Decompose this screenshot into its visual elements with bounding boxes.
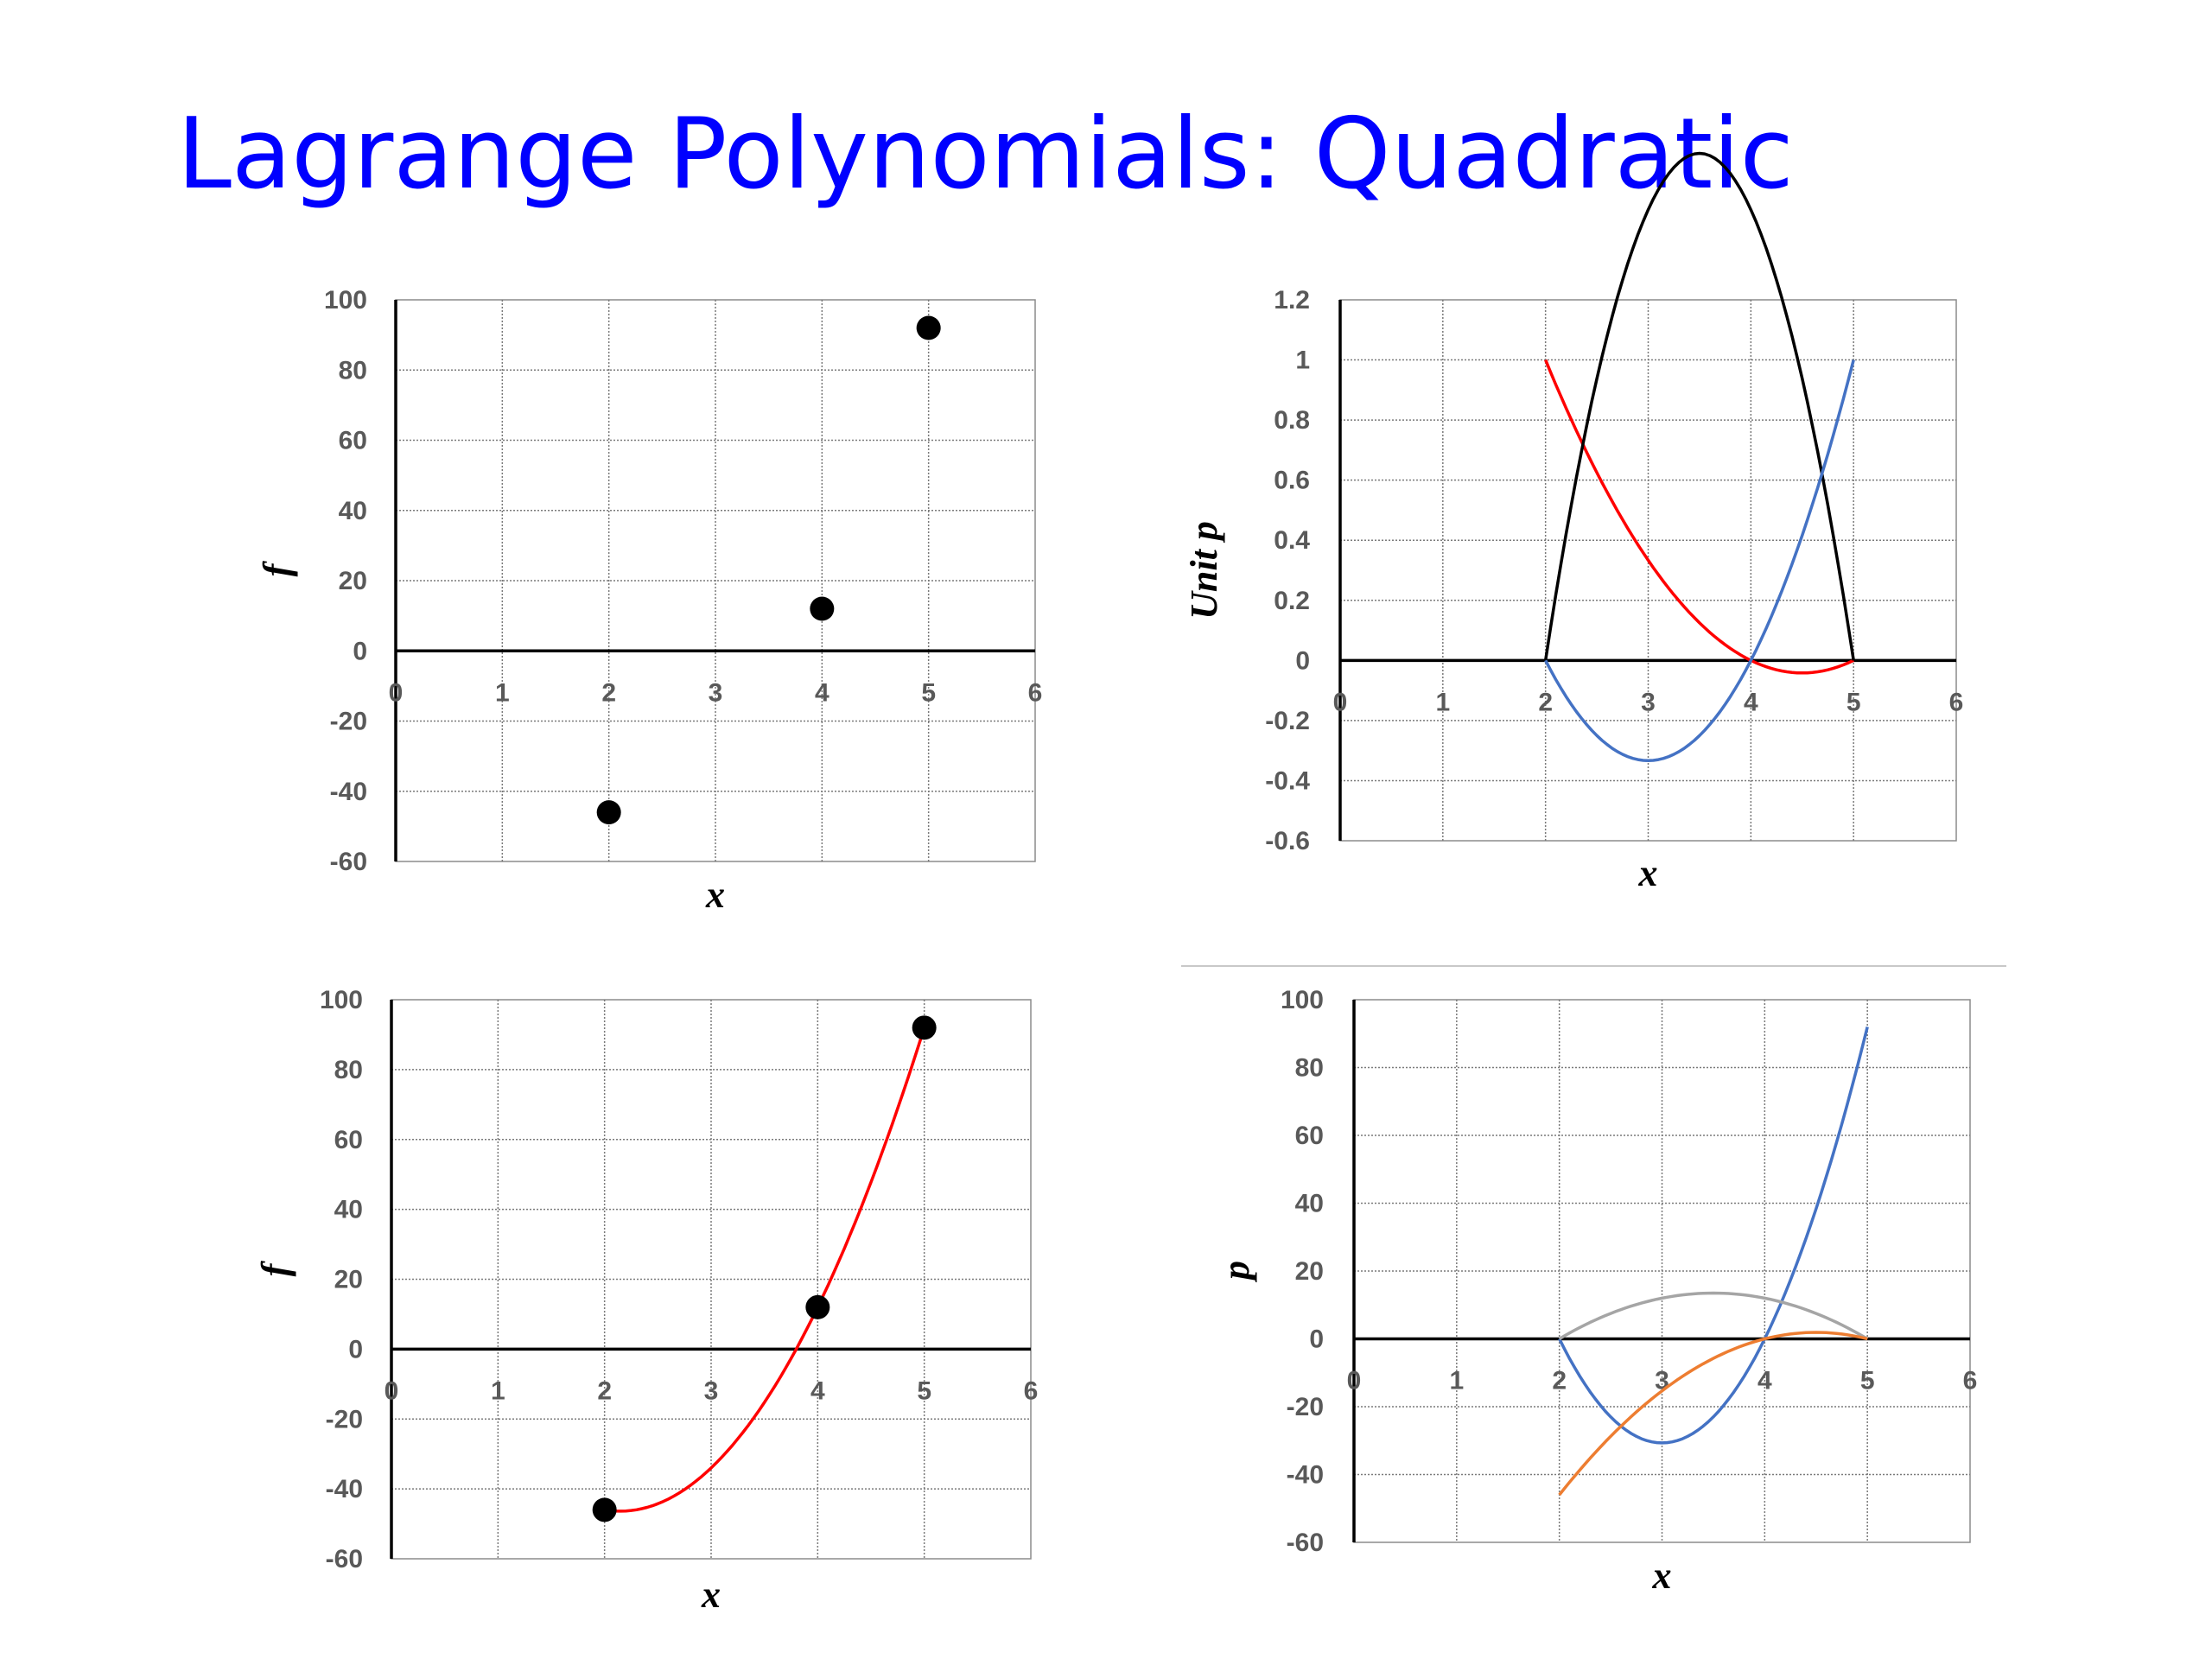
y-tick-label: 80 xyxy=(339,356,367,385)
y-tick-label: 60 xyxy=(339,427,367,455)
y-tick-label: 40 xyxy=(1295,1190,1324,1218)
y-tick-label: 80 xyxy=(1295,1054,1324,1083)
y-tick-label: 0.4 xyxy=(1274,526,1310,555)
x-tick-label: 2 xyxy=(1538,688,1553,716)
y-tick-label: -40 xyxy=(326,1475,363,1503)
x-axis-title: x xyxy=(701,1573,721,1616)
series-line xyxy=(1558,1331,1868,1497)
x-axis-title: x xyxy=(705,874,725,916)
x-tick-label: 1 xyxy=(1449,1367,1464,1395)
x-tick-label: 1 xyxy=(491,1376,505,1405)
x-tick-label: 6 xyxy=(1949,688,1964,716)
x-axis-title: x xyxy=(1652,1554,1672,1597)
x-tick-label: 5 xyxy=(917,1376,931,1405)
y-tick-label: 20 xyxy=(339,567,367,595)
y-tick-label: -20 xyxy=(326,1405,363,1433)
y-tick-label: 40 xyxy=(339,497,367,525)
x-tick-label: 1 xyxy=(1435,688,1450,716)
y-tick-label: 60 xyxy=(1295,1122,1324,1150)
series-line xyxy=(1544,359,1854,675)
chart-top-left: -60 -40 -20 0 20 40 60 80 100 0 1 2 3 4 5 6 x f xyxy=(256,286,1042,916)
series-line xyxy=(604,1027,926,1513)
x-tick-label: 0 xyxy=(1347,1367,1362,1395)
data-point xyxy=(810,596,835,621)
series-line xyxy=(1543,151,1855,661)
y-tick-label: -60 xyxy=(330,848,367,876)
y-tick-label: -0.2 xyxy=(1265,707,1310,735)
y-tick-label: 0.6 xyxy=(1274,467,1310,495)
y-tick-label: 0.8 xyxy=(1274,406,1310,435)
x-tick-label: 6 xyxy=(1024,1376,1039,1405)
x-axis-title: x xyxy=(1638,852,1658,894)
y-tick-label: 0 xyxy=(353,637,367,665)
y-tick-label: -40 xyxy=(330,778,367,806)
x-tick-label: 4 xyxy=(1758,1367,1772,1395)
slide-title: Lagrange Polynomials: Quadratic xyxy=(177,97,1794,211)
series-line xyxy=(1558,1291,1869,1341)
x-tick-label: 4 xyxy=(815,678,830,707)
chart-bottom-left: -60 -40 -20 0 20 40 60 80 100 0 1 2 3 4 5 6 x f xyxy=(254,986,1038,1616)
x-tick-label: 5 xyxy=(1860,1367,1875,1395)
x-tick-label: 5 xyxy=(921,678,936,707)
y-tick-label: -0.4 xyxy=(1265,766,1310,795)
y-tick-label: 0 xyxy=(348,1335,363,1363)
y-axis-title: f xyxy=(254,1260,296,1276)
series-line xyxy=(1544,359,1855,763)
chart-top-right: -0.6 -0.4 -0.2 0 0.2 0.4 0.6 0.8 1 1.2 0 1 2 3 4 5 6 x Uni… xyxy=(1183,151,1964,894)
data-point xyxy=(916,315,941,340)
x-tick-label: 0 xyxy=(385,1376,399,1405)
data-point xyxy=(592,1497,617,1522)
x-tick-label: 4 xyxy=(1744,688,1758,716)
y-tick-label: 80 xyxy=(334,1056,363,1084)
y-tick-label: 0 xyxy=(1309,1325,1324,1354)
y-axis-title: f xyxy=(256,560,298,576)
x-tick-label: 3 xyxy=(704,1376,719,1405)
y-tick-label: 20 xyxy=(334,1266,363,1294)
data-point xyxy=(596,800,621,825)
y-tick-label: -20 xyxy=(330,708,367,736)
y-axis-title: Unit p xyxy=(1183,521,1225,620)
x-tick-label: 1 xyxy=(495,678,510,707)
y-axis-title: p xyxy=(1215,1261,1257,1283)
x-tick-label: 0 xyxy=(1333,688,1348,716)
y-tick-label: 20 xyxy=(1295,1257,1324,1286)
x-tick-label: 4 xyxy=(810,1376,825,1405)
x-tick-label: 5 xyxy=(1847,688,1861,716)
y-tick-label: 1 xyxy=(1295,346,1310,375)
y-tick-label: 100 xyxy=(320,986,363,1014)
x-tick-label: 2 xyxy=(1552,1367,1567,1395)
x-tick-label: 2 xyxy=(597,1376,612,1405)
x-tick-label: 6 xyxy=(1028,678,1043,707)
y-tick-label: -60 xyxy=(1287,1529,1324,1557)
y-tick-label: 100 xyxy=(324,286,367,315)
x-tick-label: 3 xyxy=(1641,688,1656,716)
data-point xyxy=(805,1294,830,1319)
y-tick-label: -40 xyxy=(1287,1461,1324,1490)
y-tick-label: 40 xyxy=(334,1196,363,1224)
x-tick-label: 3 xyxy=(709,678,723,707)
y-tick-label: 1.2 xyxy=(1274,286,1310,315)
y-tick-label: -60 xyxy=(326,1545,363,1573)
y-tick-label: 100 xyxy=(1281,986,1324,1014)
y-tick-label: 0.2 xyxy=(1274,587,1310,615)
slide-divider xyxy=(1181,965,2006,967)
y-tick-label: -0.6 xyxy=(1265,827,1310,855)
x-tick-label: 2 xyxy=(601,678,616,707)
data-point xyxy=(912,1015,937,1040)
y-tick-label: 60 xyxy=(334,1126,363,1154)
y-tick-label: 0 xyxy=(1295,646,1310,675)
x-tick-label: 6 xyxy=(1963,1367,1978,1395)
series-line xyxy=(1558,1026,1869,1445)
y-tick-label: -20 xyxy=(1287,1393,1324,1421)
x-tick-label: 0 xyxy=(389,678,404,707)
